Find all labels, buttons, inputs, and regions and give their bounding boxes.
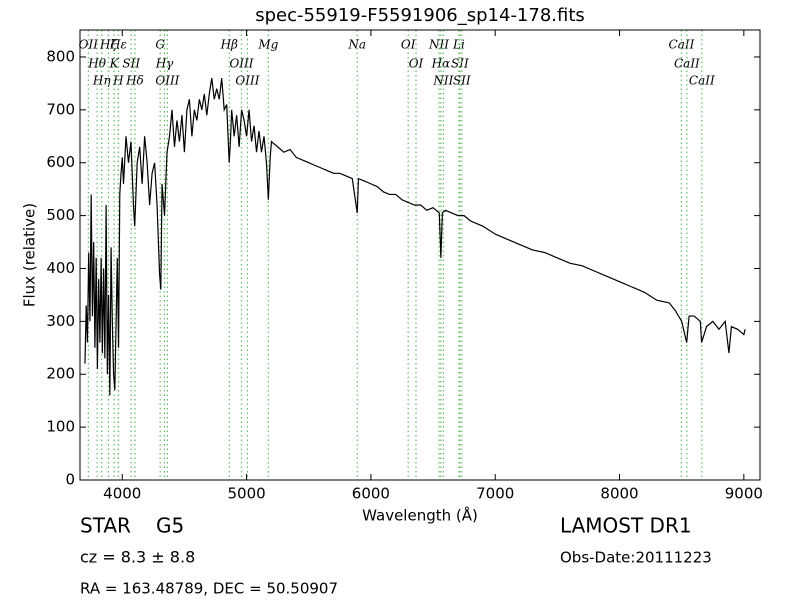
y-tick-label: 600: [46, 153, 75, 171]
y-tick-label: 400: [46, 259, 75, 277]
spectral-line-label: SII: [453, 74, 471, 88]
spectral-line-label: Hβ: [220, 38, 238, 52]
x-tick-label: 7000: [476, 485, 514, 503]
y-tick-label: 0: [65, 471, 75, 489]
y-axis-label: Flux (relative): [21, 203, 39, 307]
spectral-line-label: OII: [79, 38, 99, 52]
survey: LAMOST DR1: [560, 514, 692, 538]
object-subclass: G5: [156, 514, 184, 538]
obs-date: Obs-Date:20111223: [560, 549, 712, 567]
x-axis-label: Wavelength (Å): [362, 506, 478, 525]
y-tick-label: 300: [46, 312, 75, 330]
spectral-line-label: Hα: [431, 57, 451, 71]
chart-title: spec-55919-F5591906_sp14-178.fits: [255, 5, 585, 26]
y-tick-label: 100: [46, 418, 75, 436]
plot-frame: [79, 29, 761, 481]
spectral-line-label: Hδ: [125, 74, 144, 88]
spectral-line-label: Na: [347, 38, 366, 52]
x-tick-label: 4000: [103, 485, 141, 503]
redshift: cz = 8.3 ± 8.8: [80, 548, 195, 567]
y-tick-label: 800: [46, 47, 75, 65]
spectral-line-label: OIII: [235, 74, 259, 88]
spectrum-line: [84, 78, 746, 396]
spectral-line-label: Hγ: [155, 57, 174, 71]
x-tick-label: 5000: [227, 485, 265, 503]
spectral-line-label: SII: [451, 57, 469, 71]
spectral-line-label: Hε: [109, 38, 127, 52]
x-tick-label: 9000: [725, 485, 763, 503]
spectral-line-label: K: [109, 57, 120, 71]
spectral-line-label: CaII: [689, 74, 715, 88]
spectral-line-label: CaII: [674, 57, 700, 71]
object-class: STAR: [80, 514, 131, 538]
spectral-line-label: OI: [401, 38, 416, 52]
y-tick-label: 500: [46, 206, 75, 224]
x-tick-label: 8000: [600, 485, 638, 503]
y-tick-label: 700: [46, 100, 75, 118]
spectral-line-label: NII: [432, 74, 453, 88]
y-tick-label: 200: [46, 365, 75, 383]
spectral-line-label: Li: [452, 38, 465, 52]
spectral-line-label: OIII: [155, 74, 179, 88]
coordinates: RA = 163.48789, DEC = 50.50907: [80, 580, 338, 598]
spectral-line-label: G: [155, 38, 165, 52]
spectral-line-label: Hη: [92, 74, 111, 88]
spectral-line-label: Hθ: [87, 57, 106, 71]
spectral-line-label: Mg: [257, 38, 278, 52]
spectral-line-label: NII: [428, 38, 449, 52]
spectral-line-label: SII: [122, 57, 140, 71]
spectral-line-label: OI: [409, 57, 424, 71]
spectral-line-label: CaII: [669, 38, 695, 52]
spectral-line-label: OIII: [229, 57, 253, 71]
x-tick-label: 6000: [352, 485, 390, 503]
